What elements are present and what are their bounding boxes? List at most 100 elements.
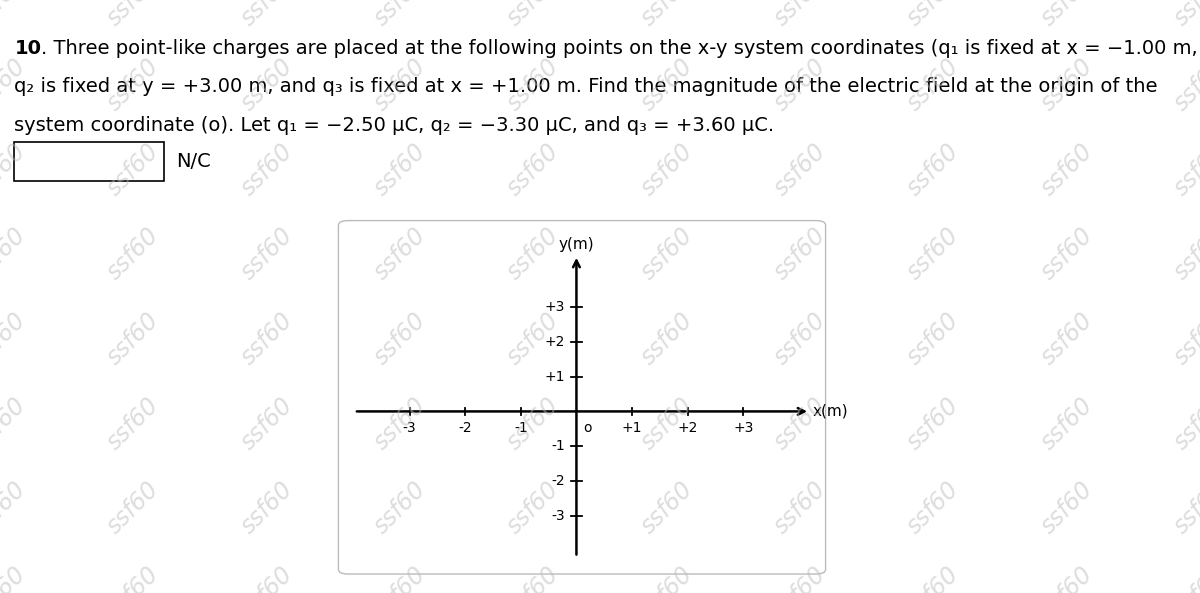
- Text: +1: +1: [545, 369, 565, 384]
- Text: +1: +1: [622, 421, 642, 435]
- Text: ssf60: ssf60: [236, 224, 298, 285]
- Text: ssf60: ssf60: [769, 477, 830, 539]
- Text: ssf60: ssf60: [1036, 393, 1097, 454]
- Text: ssf60: ssf60: [370, 477, 431, 539]
- Text: ssf60: ssf60: [1036, 139, 1097, 200]
- Text: . Three point-like charges are placed at the following points on the x-y system : . Three point-like charges are placed at…: [41, 39, 1198, 58]
- Text: ssf60: ssf60: [370, 308, 431, 369]
- Text: ssf60: ssf60: [503, 393, 564, 454]
- Text: ssf60: ssf60: [370, 0, 431, 31]
- Text: ssf60: ssf60: [1169, 139, 1200, 200]
- Text: ssf60: ssf60: [370, 224, 431, 285]
- Text: ssf60: ssf60: [0, 562, 31, 593]
- Text: ssf60: ssf60: [769, 562, 830, 593]
- Text: 10: 10: [14, 39, 41, 58]
- Text: ssf60: ssf60: [236, 477, 298, 539]
- Text: ssf60: ssf60: [902, 0, 964, 31]
- Text: ssf60: ssf60: [902, 54, 964, 116]
- Text: o: o: [583, 421, 592, 435]
- Text: N/C: N/C: [176, 152, 211, 171]
- Text: ssf60: ssf60: [636, 0, 697, 31]
- Text: ssf60: ssf60: [0, 308, 31, 369]
- Text: ssf60: ssf60: [0, 393, 31, 454]
- Text: ssf60: ssf60: [103, 139, 164, 200]
- Text: ssf60: ssf60: [103, 54, 164, 116]
- Text: -1: -1: [552, 439, 565, 453]
- Text: ssf60: ssf60: [370, 562, 431, 593]
- Text: ssf60: ssf60: [902, 308, 964, 369]
- Text: ssf60: ssf60: [636, 562, 697, 593]
- Text: ssf60: ssf60: [0, 477, 31, 539]
- Text: ssf60: ssf60: [769, 139, 830, 200]
- Text: ssf60: ssf60: [0, 224, 31, 285]
- Text: ssf60: ssf60: [769, 393, 830, 454]
- Text: ssf60: ssf60: [370, 139, 431, 200]
- Text: ssf60: ssf60: [902, 477, 964, 539]
- Text: ssf60: ssf60: [902, 393, 964, 454]
- Text: ssf60: ssf60: [1169, 477, 1200, 539]
- Text: ssf60: ssf60: [1169, 562, 1200, 593]
- Text: ssf60: ssf60: [636, 393, 697, 454]
- Text: ssf60: ssf60: [0, 139, 31, 200]
- Text: ssf60: ssf60: [1036, 54, 1097, 116]
- Text: -2: -2: [458, 421, 472, 435]
- Text: ssf60: ssf60: [370, 393, 431, 454]
- Text: ssf60: ssf60: [902, 562, 964, 593]
- Text: ssf60: ssf60: [503, 224, 564, 285]
- Text: ssf60: ssf60: [503, 308, 564, 369]
- Text: ssf60: ssf60: [503, 562, 564, 593]
- Text: ssf60: ssf60: [1169, 224, 1200, 285]
- Text: ssf60: ssf60: [103, 0, 164, 31]
- Text: ssf60: ssf60: [636, 308, 697, 369]
- Text: ssf60: ssf60: [1036, 562, 1097, 593]
- Text: ssf60: ssf60: [103, 308, 164, 369]
- Text: ssf60: ssf60: [1169, 54, 1200, 116]
- Text: ssf60: ssf60: [1036, 477, 1097, 539]
- Text: ssf60: ssf60: [636, 477, 697, 539]
- Text: -3: -3: [403, 421, 416, 435]
- Text: +2: +2: [678, 421, 698, 435]
- Text: ssf60: ssf60: [503, 477, 564, 539]
- Text: ssf60: ssf60: [236, 562, 298, 593]
- Text: -1: -1: [514, 421, 528, 435]
- Text: ssf60: ssf60: [902, 139, 964, 200]
- Text: ssf60: ssf60: [1036, 308, 1097, 369]
- Text: ssf60: ssf60: [503, 0, 564, 31]
- Text: ssf60: ssf60: [503, 54, 564, 116]
- Text: ssf60: ssf60: [769, 0, 830, 31]
- Text: y(m): y(m): [559, 237, 594, 252]
- Text: ssf60: ssf60: [1036, 224, 1097, 285]
- Text: ssf60: ssf60: [0, 0, 31, 31]
- Text: ssf60: ssf60: [503, 139, 564, 200]
- Text: ssf60: ssf60: [1169, 393, 1200, 454]
- Text: +3: +3: [545, 300, 565, 314]
- Text: ssf60: ssf60: [236, 308, 298, 369]
- Text: ssf60: ssf60: [103, 393, 164, 454]
- Text: ssf60: ssf60: [902, 224, 964, 285]
- Text: ssf60: ssf60: [636, 54, 697, 116]
- Text: ssf60: ssf60: [1169, 308, 1200, 369]
- Text: ssf60: ssf60: [769, 224, 830, 285]
- Text: ssf60: ssf60: [370, 54, 431, 116]
- Text: ssf60: ssf60: [236, 393, 298, 454]
- Text: ssf60: ssf60: [236, 54, 298, 116]
- Text: -2: -2: [552, 474, 565, 488]
- Text: x(m): x(m): [812, 404, 848, 419]
- Text: system coordinate (o). Let q₁ = −2.50 μC, q₂ = −3.30 μC, and q₃ = +3.60 μC.: system coordinate (o). Let q₁ = −2.50 μC…: [14, 116, 774, 135]
- Text: ssf60: ssf60: [103, 477, 164, 539]
- Text: ssf60: ssf60: [769, 54, 830, 116]
- Text: +2: +2: [545, 335, 565, 349]
- Text: ssf60: ssf60: [769, 308, 830, 369]
- Text: ssf60: ssf60: [1169, 0, 1200, 31]
- Text: ssf60: ssf60: [1036, 0, 1097, 31]
- Text: ssf60: ssf60: [236, 139, 298, 200]
- Text: -3: -3: [552, 509, 565, 522]
- Text: ssf60: ssf60: [103, 562, 164, 593]
- Text: ssf60: ssf60: [103, 224, 164, 285]
- Text: ssf60: ssf60: [636, 224, 697, 285]
- Text: ssf60: ssf60: [236, 0, 298, 31]
- Text: q₂ is fixed at y = +3.00 m, and q₃ is fixed at x = +1.00 m. Find the magnitude o: q₂ is fixed at y = +3.00 m, and q₃ is fi…: [14, 77, 1158, 96]
- Text: +3: +3: [733, 421, 754, 435]
- Text: ssf60: ssf60: [636, 139, 697, 200]
- Text: ssf60: ssf60: [0, 54, 31, 116]
